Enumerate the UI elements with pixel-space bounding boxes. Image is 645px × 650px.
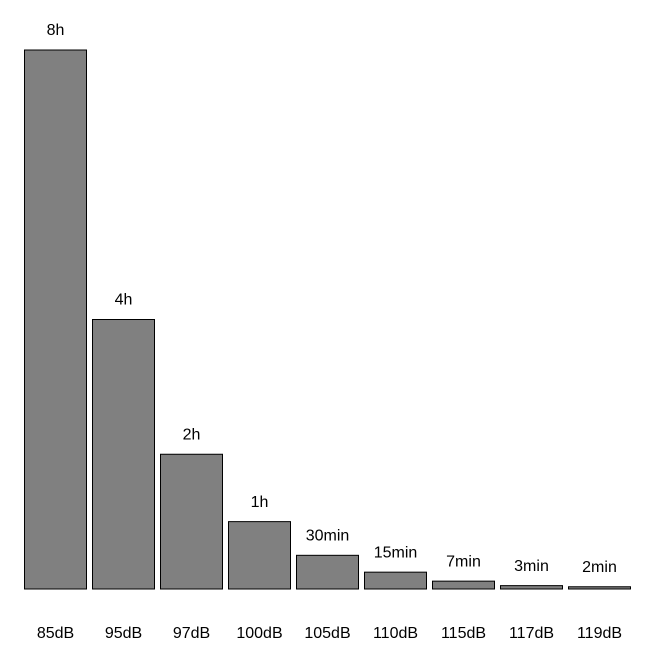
value-label: 3min: [514, 558, 549, 575]
x-tick-label: 100dB: [236, 625, 282, 642]
value-label: 7min: [446, 553, 481, 570]
x-tick-label: 97dB: [173, 625, 210, 642]
x-tick-label: 110dB: [373, 625, 418, 642]
value-label: 8h: [47, 22, 65, 39]
value-label: 1h: [251, 494, 269, 511]
bar: [500, 585, 563, 590]
value-label: 30min: [306, 528, 350, 545]
bar: [24, 49, 87, 590]
bar: [228, 521, 291, 590]
x-tick-label: 95dB: [105, 625, 142, 642]
bar: [296, 554, 359, 590]
bar: [364, 571, 427, 590]
value-label: 4h: [115, 292, 133, 309]
value-label: 2h: [183, 426, 201, 443]
value-label: 15min: [374, 544, 418, 561]
bar: [160, 453, 223, 590]
bar: [92, 319, 155, 590]
x-tick-label: 85dB: [37, 625, 74, 642]
x-tick-label: 115dB: [441, 625, 486, 642]
x-tick-label: 117dB: [509, 625, 554, 642]
x-tick-label: 105dB: [304, 625, 350, 642]
x-tick-label: 119dB: [577, 625, 622, 642]
bar: [568, 586, 631, 590]
bar: [432, 580, 495, 590]
value-label: 2min: [582, 559, 617, 576]
